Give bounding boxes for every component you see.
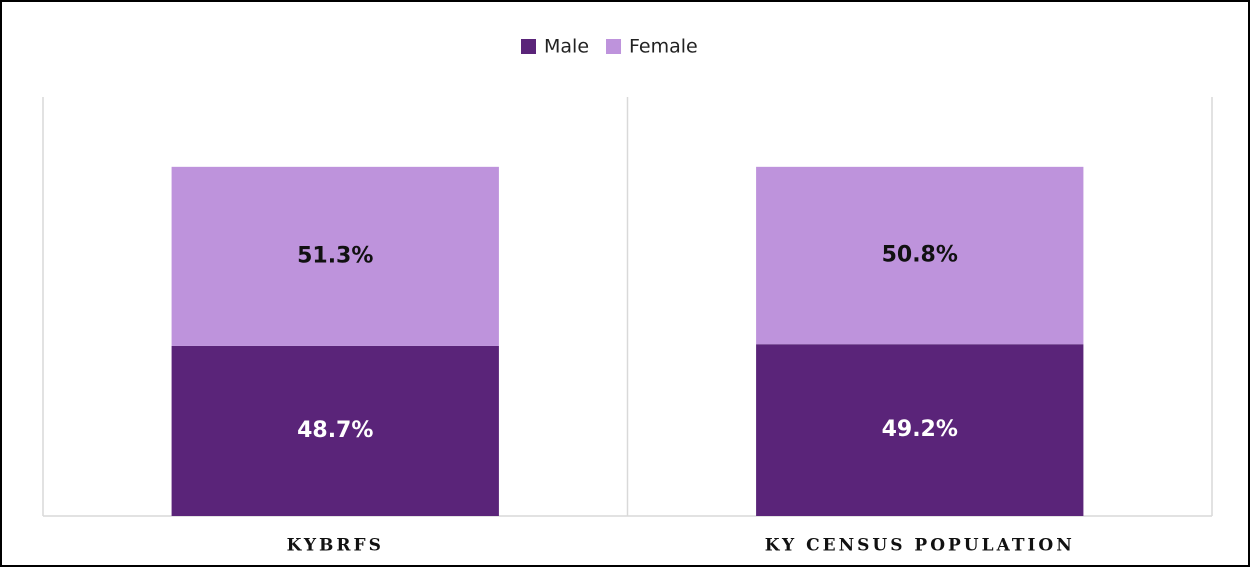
legend-swatch [521, 39, 536, 54]
data-label: 48.7% [297, 418, 373, 443]
x-tick-label: KY CENSUS POPULATION [765, 536, 1075, 556]
data-label: 50.8% [882, 243, 958, 268]
data-label: 51.3% [297, 243, 373, 268]
bar-segment [171, 345, 499, 516]
legend-label: Female [629, 36, 698, 58]
bar-segment [756, 344, 1084, 516]
bar-segment [171, 166, 499, 346]
data-label: 49.2% [882, 417, 958, 442]
legend-label: Male [544, 36, 589, 58]
legend-swatch [606, 39, 622, 54]
bar-segment [756, 166, 1084, 345]
x-tick-label: KYBRFS [287, 536, 384, 556]
